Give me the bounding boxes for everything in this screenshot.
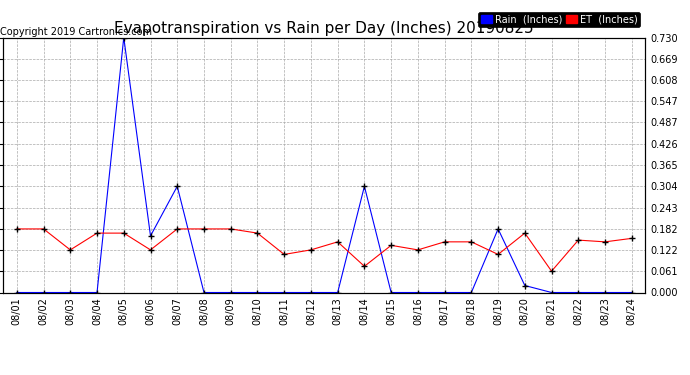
Title: Evapotranspiration vs Rain per Day (Inches) 20190825: Evapotranspiration vs Rain per Day (Inch… xyxy=(115,21,534,36)
Text: Copyright 2019 Cartronics.com: Copyright 2019 Cartronics.com xyxy=(0,27,152,37)
Legend: Rain  (Inches), ET  (Inches): Rain (Inches), ET (Inches) xyxy=(478,12,640,27)
